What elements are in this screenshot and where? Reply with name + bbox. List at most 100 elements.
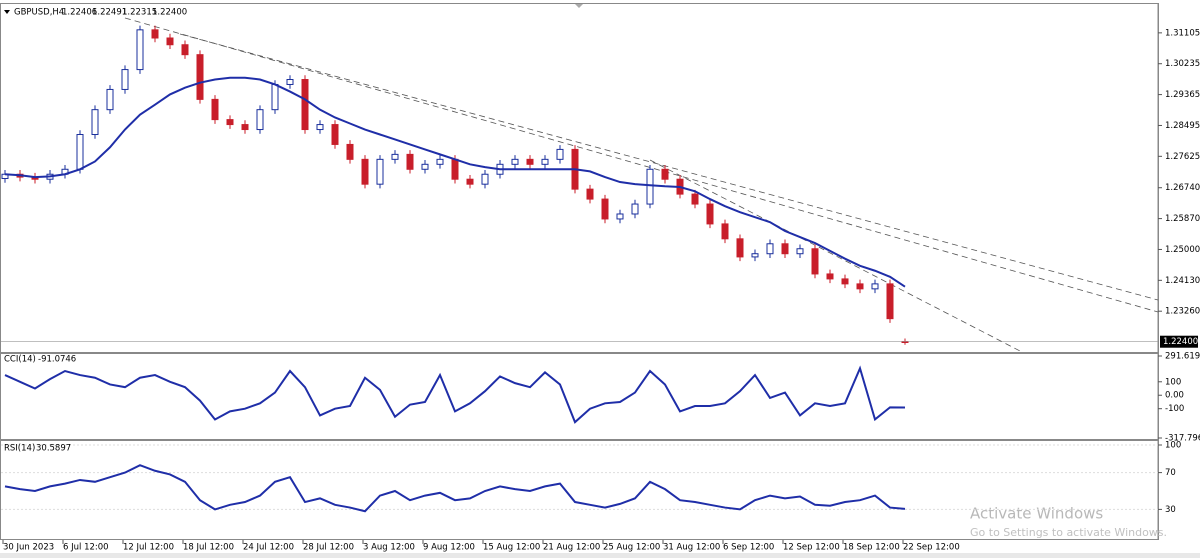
candle-body: [361, 158, 369, 185]
candle-body: [646, 168, 654, 205]
y-tick-label: 1.28495: [1165, 121, 1200, 131]
x-tick-label: 24 Jul 12:00: [243, 543, 294, 553]
y-tick-label: 1.24130: [1165, 276, 1200, 286]
y-tick-label: 1.31105: [1165, 28, 1200, 38]
candle-body: [826, 273, 834, 280]
candle-body: [511, 158, 519, 165]
candle-body: [601, 198, 609, 220]
x-tick-label: 6 Sep 12:00: [723, 543, 774, 553]
candle-body: [91, 109, 99, 136]
candle-body: [526, 158, 534, 165]
indicator-value: -91.0746: [38, 355, 76, 365]
candle-body: [616, 213, 624, 220]
candle-body: [391, 153, 399, 160]
y-tick-label: 100: [1165, 377, 1181, 387]
candle-body: [481, 173, 489, 185]
y-tick-label: -317.7962: [1165, 434, 1200, 444]
trend-line: [124, 17, 1159, 313]
header-close: 1.22400: [152, 8, 187, 18]
candle-body: [331, 124, 339, 145]
candle-body: [151, 29, 159, 39]
candle-body: [781, 243, 789, 255]
indicator-line: [4, 365, 906, 424]
candle-body: [406, 153, 414, 170]
candle-body: [466, 178, 474, 185]
x-tick-label: 3 Aug 12:00: [363, 543, 415, 553]
candle-body: [811, 248, 819, 275]
candle-body: [736, 238, 744, 258]
candle-body: [556, 148, 564, 160]
indicator-value: 30.5897: [36, 444, 71, 454]
candle-body: [226, 119, 234, 126]
y-tick-label: 1.23260: [1165, 307, 1200, 317]
y-tick-label: 1.26740: [1165, 183, 1200, 193]
indicator-line: [4, 464, 906, 513]
x-tick-label: 12 Jul 12:00: [123, 543, 174, 553]
candle-body: [856, 283, 864, 290]
x-tick-label: 25 Aug 12:00: [603, 543, 660, 553]
trend-line: [179, 33, 1159, 301]
candle-body: [421, 163, 429, 170]
candle-body: [121, 69, 129, 90]
x-tick-label: 18 Sep 12:00: [843, 543, 900, 553]
x-tick-label: 21 Aug 12:00: [543, 543, 600, 553]
candle-body: [886, 283, 894, 320]
candle-body: [451, 158, 459, 180]
candle-body: [691, 193, 699, 205]
candle-body: [541, 158, 549, 165]
candle-body: [661, 168, 669, 180]
candle-body: [631, 203, 639, 215]
candle-body: [76, 134, 84, 170]
candle-body: [136, 29, 144, 71]
watermark-subtitle: Go to Settings to activate Windows.: [970, 526, 1167, 539]
price-label-box: [1160, 335, 1198, 348]
x-tick-label: 31 Aug 12:00: [663, 543, 720, 553]
y-tick-label: 70: [1165, 468, 1176, 478]
candle-body: [196, 54, 204, 100]
price-label: 1.22400: [1163, 337, 1198, 347]
y-tick-label: 1.25000: [1165, 245, 1200, 255]
candle-body: [211, 98, 219, 121]
candle-body: [286, 79, 294, 85]
y-tick-label: 1.25870: [1165, 214, 1200, 224]
header-high: 1.22491: [92, 8, 127, 18]
x-tick-label: 28 Jul 12:00: [303, 543, 354, 553]
candle-body: [166, 37, 174, 46]
candle-body: [796, 248, 804, 255]
y-tick-label: 1.27625: [1165, 152, 1200, 162]
candle-body: [106, 88, 114, 111]
candle-body: [346, 143, 354, 160]
candle-body: [751, 253, 759, 258]
tab-bar[interactable]: [0, 553, 1200, 558]
y-tick-label: 1.29365: [1165, 90, 1200, 100]
y-tick-label: -100: [1165, 404, 1184, 414]
candle-body: [766, 243, 774, 255]
candle-body: [181, 44, 189, 56]
menu-triangle[interactable]: [4, 10, 10, 14]
candle-body: [841, 278, 849, 285]
x-tick-label: 30 Jun 2023: [3, 543, 54, 553]
y-tick-label: 0.00: [1165, 391, 1184, 401]
y-tick-label: 30: [1165, 505, 1176, 515]
indicator-name: RSI(14): [4, 444, 35, 454]
y-tick-label: 1.30235: [1165, 59, 1200, 69]
header-low: 1.22315: [122, 8, 157, 18]
candle-body: [706, 203, 714, 225]
x-tick-label: 9 Aug 12:00: [423, 543, 475, 553]
x-tick-label: 22 Sep 12:00: [903, 543, 960, 553]
candle-body: [241, 124, 249, 131]
candle-body: [871, 283, 879, 290]
candle-body: [256, 109, 264, 131]
x-tick-label: 15 Aug 12:00: [483, 543, 540, 553]
x-tick-label: 18 Jul 12:00: [183, 543, 234, 553]
candle-body: [301, 79, 309, 131]
indicator-name: CCI(14): [4, 355, 36, 365]
candle-body: [721, 223, 729, 240]
header-open: 1.22406: [62, 8, 97, 18]
candle-body: [271, 83, 279, 111]
symbol: GBPUSD,H4: [14, 8, 64, 18]
moving-average: [4, 76, 906, 288]
